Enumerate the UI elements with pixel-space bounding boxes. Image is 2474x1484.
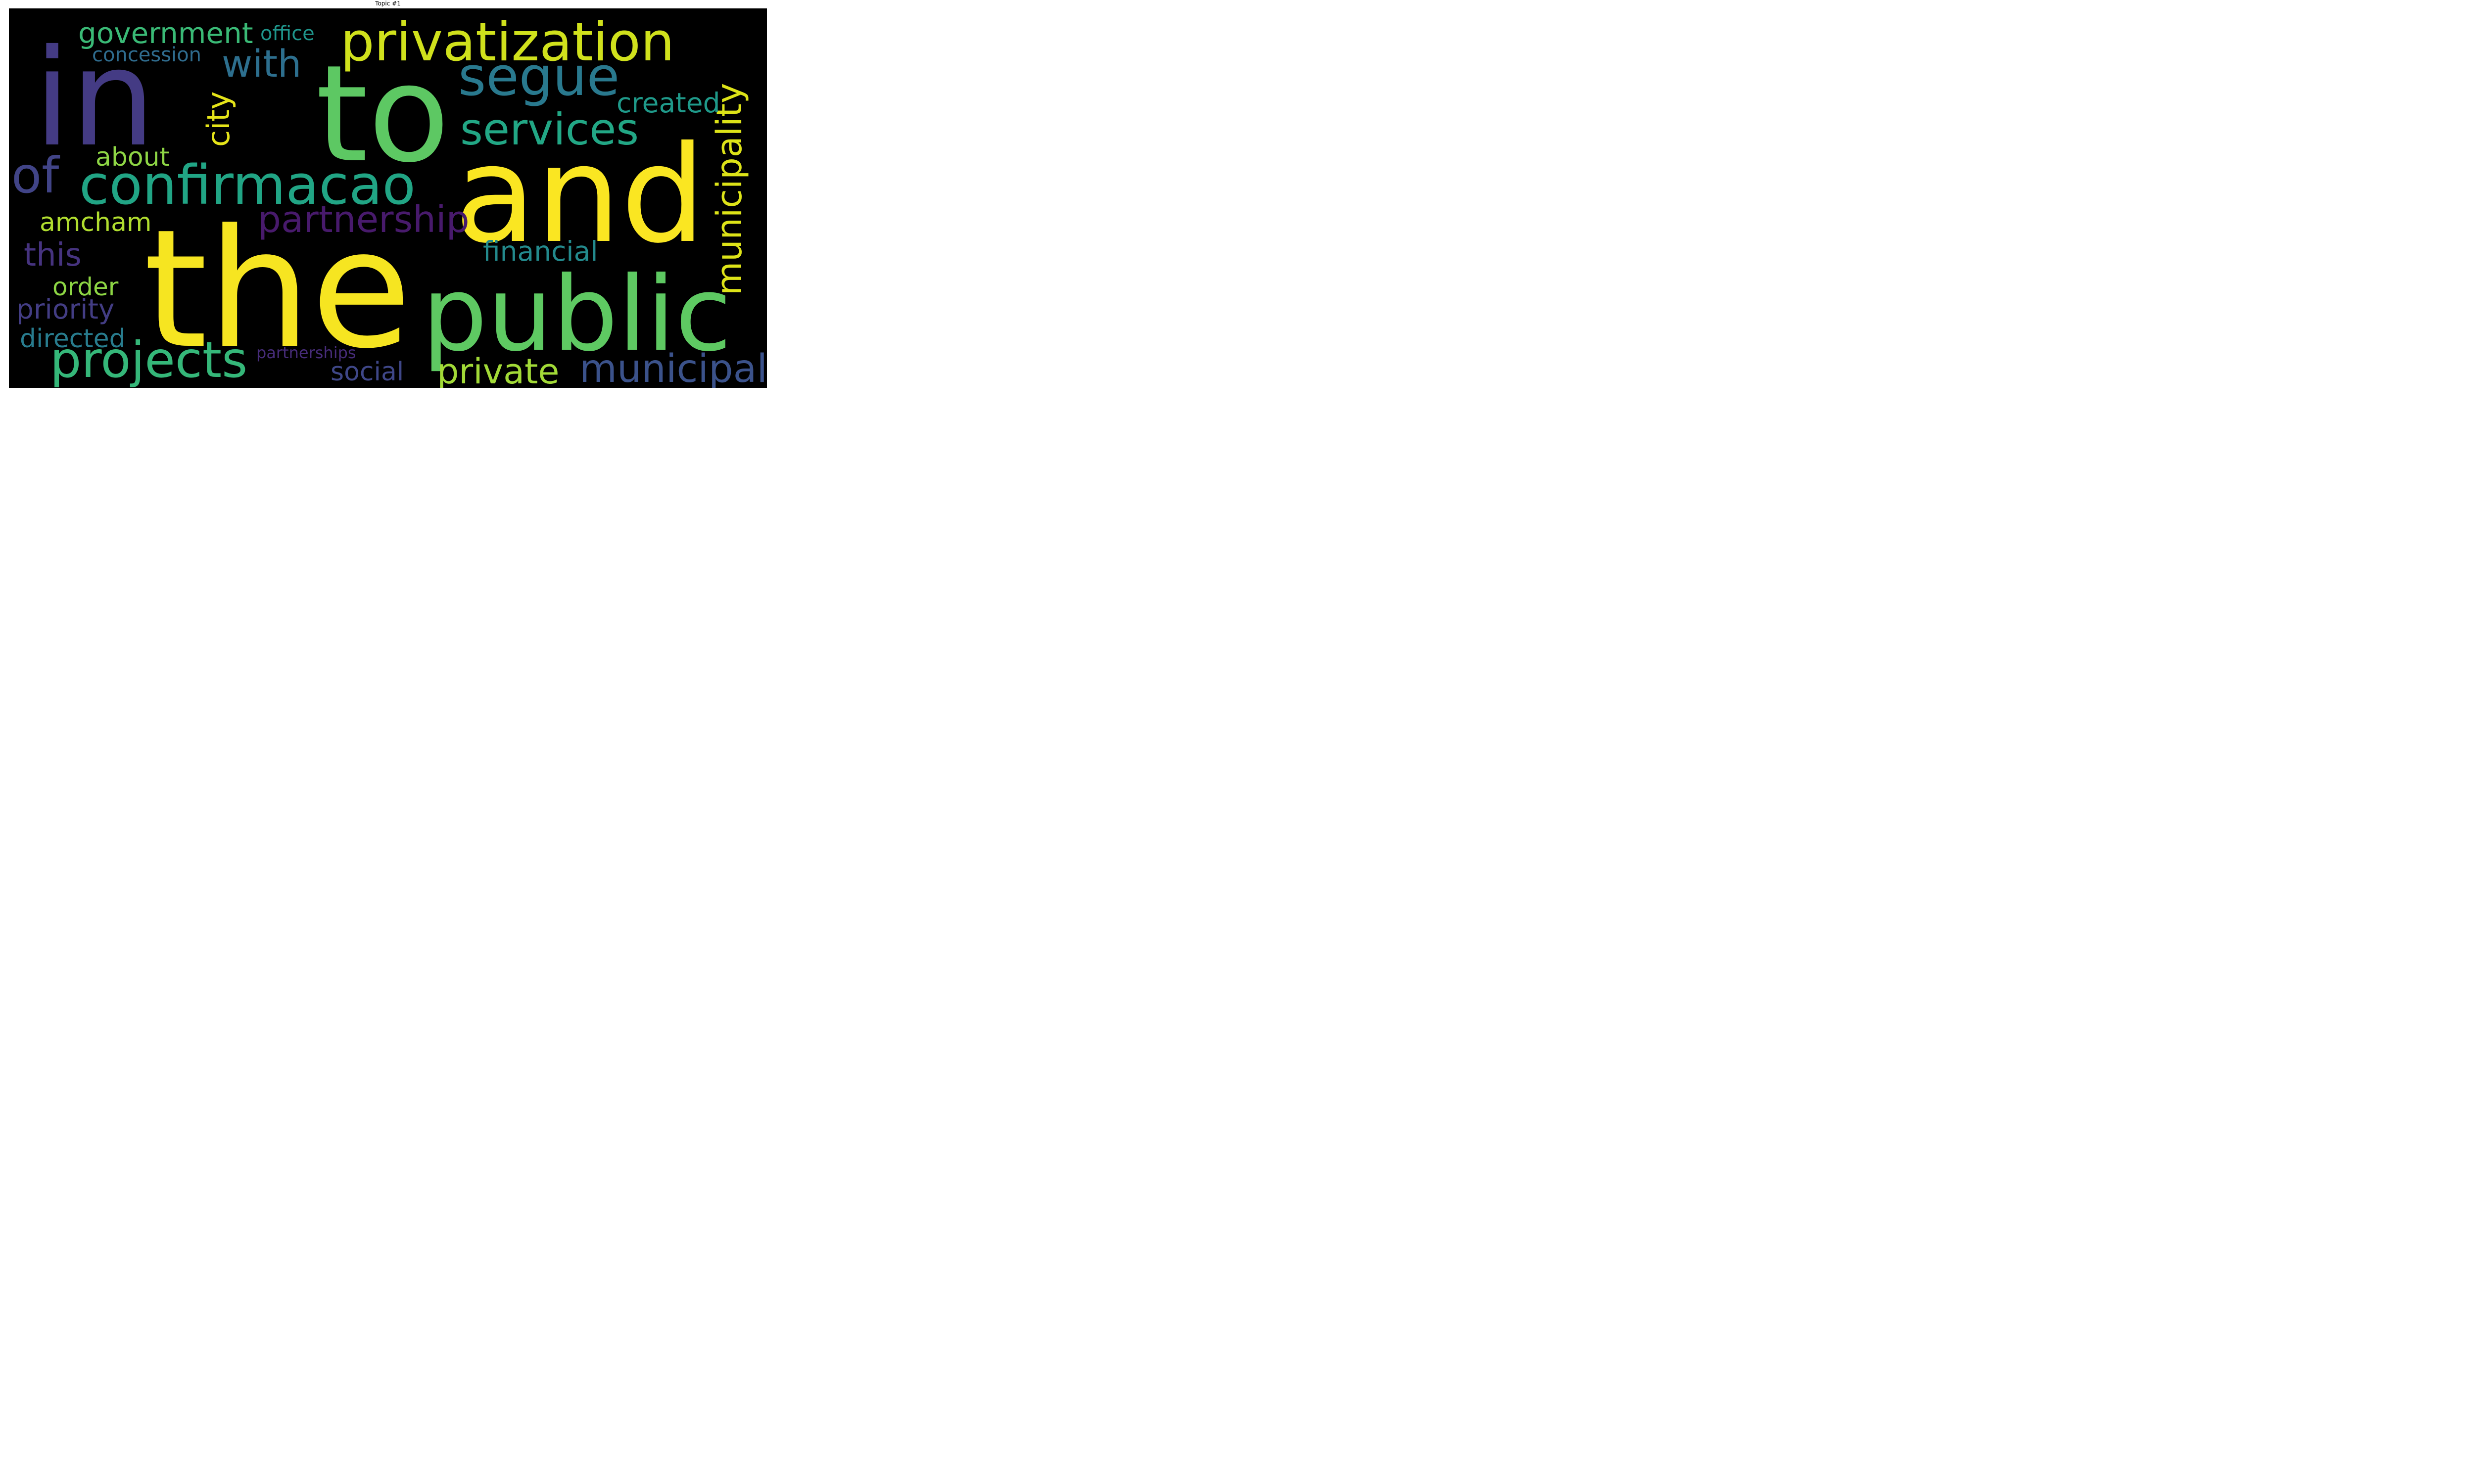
word-municipality: municipality xyxy=(709,83,750,295)
word-in: in xyxy=(34,20,155,176)
word-office: office xyxy=(260,22,315,45)
figure: Topic #1 the and to in public privatization co… xyxy=(0,0,776,388)
word-of: of xyxy=(11,146,60,204)
word-to: to xyxy=(316,36,450,192)
word-with: with xyxy=(222,42,301,86)
word-public: public xyxy=(422,255,732,374)
word-created: created xyxy=(617,87,720,119)
word-segue: segue xyxy=(458,46,619,108)
word-services: services xyxy=(460,104,639,155)
word-partnership: partnership xyxy=(258,198,470,241)
word-confirmacao: confirmacao xyxy=(79,153,416,217)
word-partnerships: partnerships xyxy=(256,343,356,362)
word-and: and xyxy=(454,117,706,273)
word-social: social xyxy=(331,357,404,387)
word-city: city xyxy=(200,92,237,147)
word-cloud-panel: the and to in public privatization confirmacao… xyxy=(9,8,767,388)
word-municipal: municipal xyxy=(579,347,767,388)
word-about: about xyxy=(95,142,170,172)
word-privatization: privatization xyxy=(340,11,674,73)
figure-title: Topic #1 xyxy=(375,0,401,7)
word-this: this xyxy=(24,237,82,274)
word-the: the xyxy=(143,194,412,384)
word-priority: priority xyxy=(16,293,114,325)
word-private: private xyxy=(437,351,560,388)
word-government: government xyxy=(78,16,253,50)
word-concession: concession xyxy=(92,44,201,66)
word-projects: projects xyxy=(50,331,247,388)
word-amcham: amcham xyxy=(40,208,152,237)
word-financial: financial xyxy=(483,235,598,267)
word-directed: directed xyxy=(20,324,126,354)
word-order: order xyxy=(52,273,119,301)
